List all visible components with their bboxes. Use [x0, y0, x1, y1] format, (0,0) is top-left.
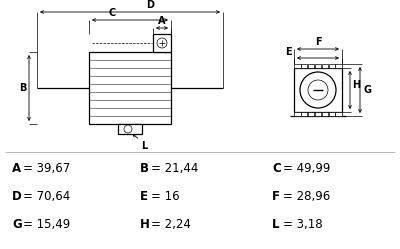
Text: B: B: [19, 83, 26, 93]
Bar: [308, 64, 314, 68]
Text: = 70,64: = 70,64: [23, 189, 70, 202]
Bar: [308, 112, 314, 116]
Bar: [89, 52, 171, 124]
Text: A: A: [12, 162, 21, 175]
Bar: [322, 112, 328, 116]
Text: = 49,99: = 49,99: [283, 162, 330, 175]
Bar: [294, 64, 300, 68]
Bar: [315, 64, 321, 68]
Text: H: H: [352, 80, 360, 90]
Text: C: C: [108, 8, 116, 18]
Bar: [301, 64, 308, 68]
Text: D: D: [146, 0, 154, 10]
Text: = 39,67: = 39,67: [23, 162, 70, 175]
Text: B: B: [140, 162, 149, 175]
Circle shape: [308, 80, 328, 100]
Text: G: G: [363, 85, 371, 95]
Text: = 2,24: = 2,24: [151, 217, 191, 231]
Text: F: F: [315, 37, 321, 47]
Text: = 21,44: = 21,44: [151, 162, 198, 175]
Circle shape: [300, 72, 336, 108]
Bar: [294, 68, 342, 112]
Bar: [328, 64, 335, 68]
Text: = 16: = 16: [151, 189, 180, 202]
Bar: [315, 112, 321, 116]
Circle shape: [124, 125, 132, 133]
Text: E: E: [140, 189, 148, 202]
Text: F: F: [272, 189, 280, 202]
Bar: [336, 112, 342, 116]
Text: H: H: [140, 217, 150, 231]
Bar: [301, 112, 308, 116]
Text: G: G: [12, 217, 22, 231]
Bar: [336, 64, 342, 68]
Bar: [153, 34, 171, 52]
Bar: [328, 112, 335, 116]
Text: = 15,49: = 15,49: [23, 217, 70, 231]
Bar: [294, 112, 300, 116]
Text: = 28,96: = 28,96: [283, 189, 330, 202]
Text: L: L: [141, 141, 147, 151]
Bar: [322, 64, 328, 68]
Circle shape: [157, 38, 167, 48]
Text: E: E: [285, 47, 292, 57]
Text: = 3,18: = 3,18: [283, 217, 323, 231]
Text: A: A: [158, 16, 166, 26]
Bar: [118, 124, 142, 134]
Text: D: D: [12, 189, 22, 202]
Text: C: C: [272, 162, 281, 175]
Text: L: L: [272, 217, 280, 231]
